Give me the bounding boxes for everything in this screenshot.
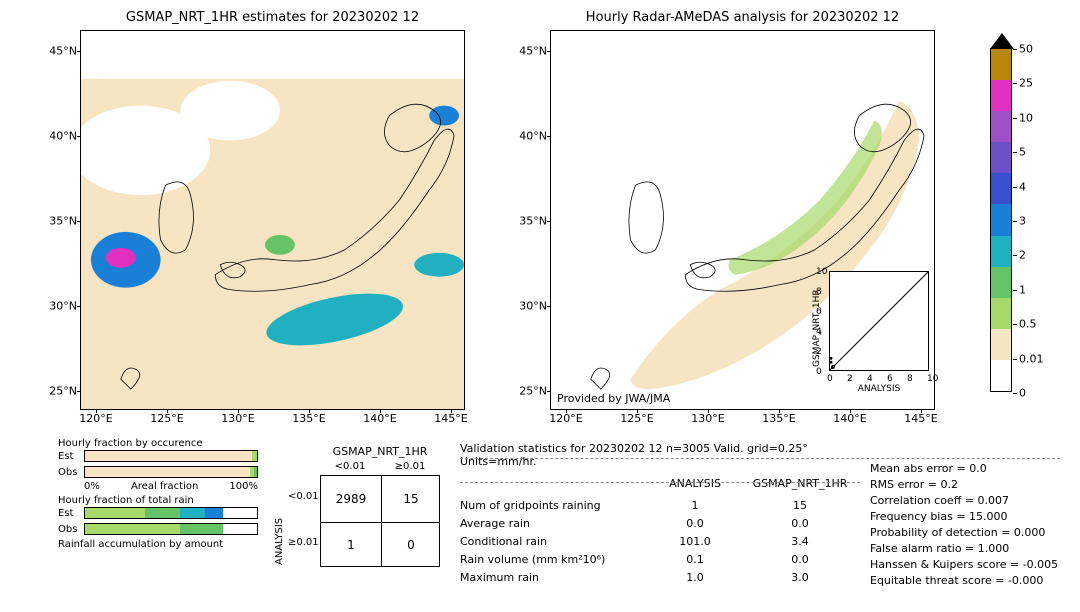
validation-row: Rain volume (mm km²10⁶)0.10.0	[460, 550, 880, 568]
contingency-table: GSMAP_NRT_1HR ANALYSIS <0.01 ≥0.01 <0.01…	[270, 445, 440, 575]
xtick-label: 125°E	[620, 412, 653, 425]
xtick-label: 140°E	[833, 412, 866, 425]
fraction-bars: Hourly fraction by occurence Est Obs 0% A…	[58, 438, 258, 550]
validation-stats: Validation statistics for 20230202 12 n=…	[460, 442, 880, 586]
validation-row: Conditional rain101.03.4	[460, 532, 880, 550]
colorbar-tick-label: 0	[1019, 387, 1026, 400]
metric-line: Correlation coeff = 0.007	[870, 494, 1080, 510]
fraction-bar-row: Obs	[58, 465, 258, 479]
xtick-label: 140°E	[363, 412, 396, 425]
xtick-label: 120°E	[79, 412, 112, 425]
colorbar-tick-label: 0.5	[1019, 318, 1037, 331]
inset-xtick: 0	[827, 374, 833, 384]
inset-xtick: 2	[847, 374, 853, 384]
frac-x-label: Areal fraction	[131, 481, 198, 492]
validation-row: Average rain0.00.0	[460, 514, 880, 532]
colorbar: 00.010.512345102550	[990, 48, 1012, 392]
xtick-label: 120°E	[549, 412, 582, 425]
metric-line: Frequency bias = 15.000	[870, 510, 1080, 526]
inset-xtick: 8	[907, 374, 913, 384]
xtick-label: 135°E	[292, 412, 325, 425]
metric-line: Probability of detection = 0.000	[870, 526, 1080, 542]
inset-ytick: 0	[816, 367, 822, 377]
metrics-list: Mean abs error = 0.0RMS error = 0.2Corre…	[870, 462, 1080, 478]
validation-header: Validation statistics for 20230202 12 n=…	[460, 442, 880, 468]
fraction-bar-label: Est	[58, 508, 84, 519]
fraction-title-1: Hourly fraction by occurence	[58, 438, 258, 449]
fraction-bar-label: Est	[58, 451, 84, 462]
col-h2: GSMAP_NRT_1HR	[740, 477, 860, 490]
fraction-title-2: Hourly fraction of total rain	[58, 495, 258, 506]
colorbar-tick-label: 4	[1019, 180, 1026, 193]
left-map-canvas	[81, 31, 464, 409]
colorbar-tick-label: 5	[1019, 146, 1026, 159]
colorbar-tick-label: 3	[1019, 215, 1026, 228]
inset-ylabel: GSMAP_NRT_1HR	[812, 289, 822, 367]
cont-col-0: <0.01	[320, 461, 380, 472]
provider-label: Provided by JWA/JMA	[557, 392, 670, 405]
xtick-label: 135°E	[762, 412, 795, 425]
xtick-label: 130°E	[221, 412, 254, 425]
metric-line: Equitable threat score = -0.000	[870, 574, 1080, 590]
cont-row-1: ≥0.01	[288, 537, 319, 548]
right-map: Provided by JWA/JMA 00224466881010ANALYS…	[550, 30, 935, 410]
metric-line: Hanssen & Kuipers score = -0.005	[870, 558, 1080, 574]
xtick-label: 145°E	[434, 412, 467, 425]
scatter-inset: 00224466881010ANALYSISGSMAP_NRT_1HR	[829, 271, 929, 371]
colorbar-tick-label: 1	[1019, 283, 1026, 296]
cont-cell-10: 1	[321, 522, 381, 568]
fraction-bar-label: Obs	[58, 524, 84, 535]
metric-line: Mean abs error = 0.0	[870, 462, 1080, 478]
cont-col-1: ≥0.01	[380, 461, 440, 472]
cont-row-title: ANALYSIS	[274, 518, 285, 565]
metric-line: RMS error = 0.2	[870, 478, 1080, 494]
fraction-title-3: Rainfall accumulation by amount	[58, 539, 258, 550]
colorbar-tick-label: 25	[1019, 77, 1033, 90]
cont-cell-11: 0	[381, 522, 441, 568]
left-map: 25°N30°N35°N40°N45°N120°E125°E130°E135°E…	[80, 30, 465, 410]
xtick-label: 125°E	[150, 412, 183, 425]
cont-cell-01: 15	[381, 476, 441, 522]
xtick-label: 145°E	[904, 412, 937, 425]
validation-row: Num of gridpoints raining115	[460, 496, 880, 514]
validation-row: Maximum rain1.03.0	[460, 568, 880, 586]
right-map-title: Hourly Radar-AMeDAS analysis for 2023020…	[550, 10, 935, 25]
frac-x-left: 0%	[84, 481, 100, 492]
fraction-bar-row: Obs	[58, 522, 258, 536]
inset-xtick: 10	[927, 374, 938, 384]
fraction-bar-row: Est	[58, 506, 258, 520]
fraction-bar-row: Est	[58, 449, 258, 463]
scatter-canvas	[830, 272, 928, 370]
frac-x-right: 100%	[229, 481, 258, 492]
col-h1: ANALYSIS	[650, 477, 740, 490]
left-map-title: GSMAP_NRT_1HR estimates for 20230202 12	[80, 10, 465, 25]
inset-xtick: 6	[887, 374, 893, 384]
cont-cell-00: 2989	[321, 476, 381, 522]
cont-col-title: GSMAP_NRT_1HR	[320, 445, 440, 458]
colorbar-tick-label: 2	[1019, 249, 1026, 262]
fraction-bar-label: Obs	[58, 467, 84, 478]
colorbar-tick-label: 50	[1019, 43, 1033, 56]
inset-xtick: 4	[867, 374, 873, 384]
xtick-label: 130°E	[691, 412, 724, 425]
inset-ytick: 10	[816, 267, 827, 277]
cont-row-0: <0.01	[288, 491, 319, 502]
colorbar-tick-label: 0.01	[1019, 352, 1044, 365]
metric-line: False alarm ratio = 1.000	[870, 542, 1080, 558]
colorbar-tick-label: 10	[1019, 111, 1033, 124]
inset-xlabel: ANALYSIS	[830, 384, 928, 394]
